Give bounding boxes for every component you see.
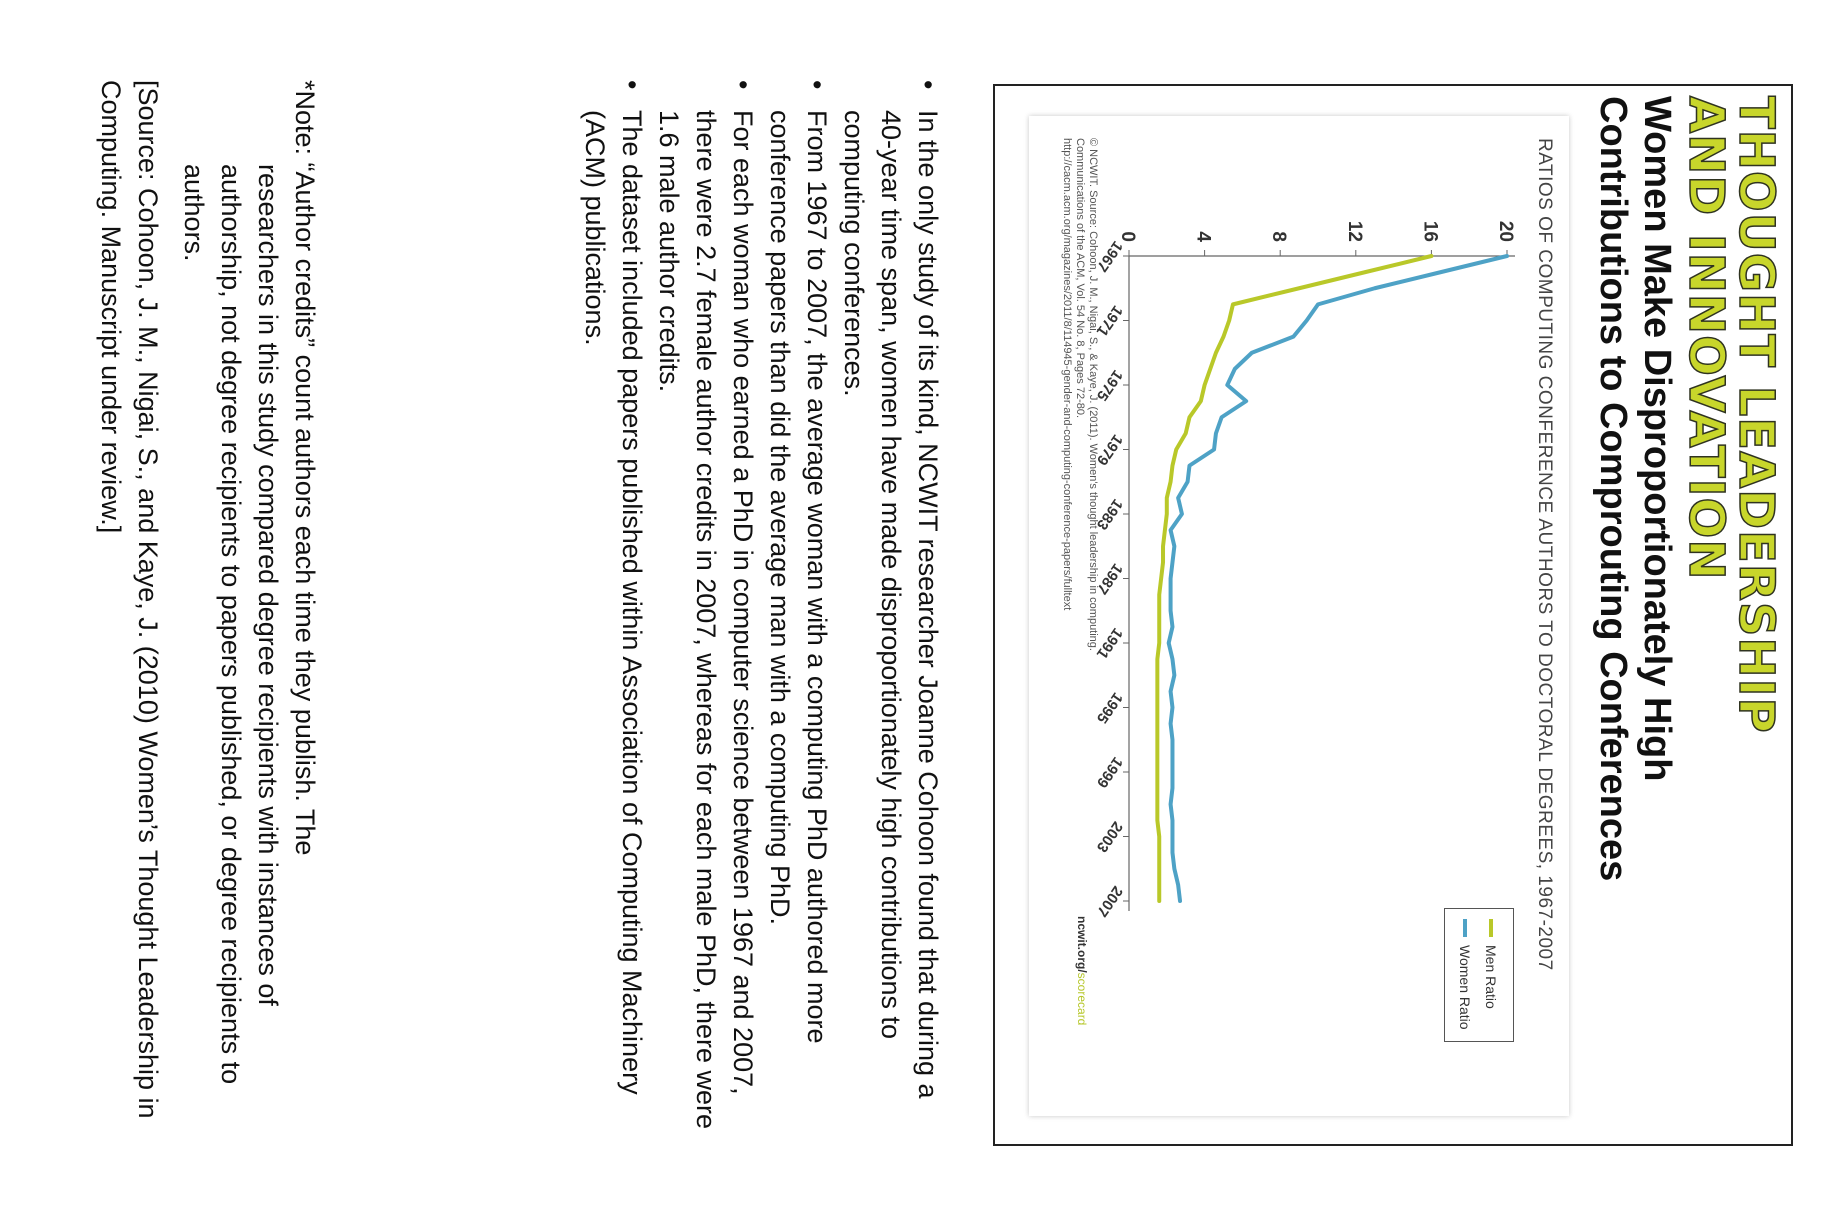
- y-tick-label: 8: [1268, 231, 1289, 242]
- author-credits-note: *Note: “Author credits” count authors ea…: [175, 80, 323, 1140]
- note-first-line: *Note: “Author credits” count authors ea…: [290, 80, 320, 856]
- chart-title: RATIOS OF COMPUTING CONFERENCE AUTHORS T…: [1534, 138, 1555, 971]
- bullet-text: From 1967 to 2007, the average woman wit…: [765, 110, 832, 1044]
- bullet-dot: •: [913, 80, 943, 90]
- ncwit-link-suffix: scorecard: [1075, 972, 1089, 1026]
- y-tick-label: 20: [1495, 221, 1516, 242]
- bullet-dot: •: [617, 80, 647, 90]
- source-note-line1: © NCWIT. Source: Cohoon, J. M., Nigai, S…: [1087, 138, 1099, 651]
- y-tick-label: 4: [1193, 231, 1214, 242]
- x-tick-label: 2007: [1093, 883, 1126, 920]
- brand-title-line2: AND INNOVATION: [1677, 95, 1735, 581]
- infographic-frame: THOUGHT LEADERSHIP AND INNOVATION Women …: [993, 84, 1793, 1146]
- source-citation: [Source: Cohoon, J. M., Nigai, S., and K…: [96, 80, 163, 1119]
- ncwit-scorecard-link[interactable]: ncwit.org/scorecard: [1075, 916, 1089, 1025]
- headline-line2: Contributions to Comprouting Conferences: [1592, 96, 1634, 882]
- legend-item-women: Women Ratio: [1455, 919, 1475, 1030]
- bullet-text: In the only study of its kind, NCWIT res…: [839, 110, 943, 1099]
- note-continuation: researchers in this study compared degre…: [179, 164, 283, 1085]
- bullet-list: • In the only study of its kind, NCWIT re…: [576, 80, 946, 1140]
- bullet-item: • From 1967 to 2007, the average woman wi…: [761, 80, 835, 1140]
- line-chart: 0 4 8 12 16 201967197119751979198319871991199…: [1093, 221, 1516, 920]
- brand-title-line1: THOUGHT LEADERSHIP: [1727, 95, 1785, 734]
- ncwit-link-prefix: ncwit.org/: [1075, 916, 1089, 973]
- y-tick-label: 0: [1117, 231, 1138, 242]
- headline-line1: Women Make Disproportionately High: [1636, 96, 1678, 782]
- bullet-text: The dataset included papers published wi…: [580, 110, 647, 1095]
- brand-title: THOUGHT LEADERSHIP AND INNOVATION: [1677, 95, 1785, 816]
- headline: Women Make Disproportionately High Contr…: [1591, 96, 1679, 996]
- legend-swatch-men: [1489, 919, 1493, 937]
- legend-label-women: Women Ratio: [1457, 945, 1473, 1030]
- bullet-dot: •: [728, 80, 758, 90]
- chart-panel: 0 4 8 12 16 20 1967 1971 1975 1979 1983 1987 1991 199…: [1029, 116, 1569, 1116]
- legend-label-men: Men Ratio: [1483, 945, 1499, 1009]
- y-tick-label: 16: [1419, 221, 1440, 242]
- bullet-dot: •: [802, 80, 832, 90]
- men-ratio-line: [1155, 254, 1434, 903]
- bullet-text: For each woman who earned a PhD in compu…: [654, 110, 758, 1130]
- y-tick-label: 12: [1344, 221, 1365, 242]
- bullet-item: • In the only study of its kind, NCWIT re…: [835, 80, 946, 1140]
- chart-legend: Men Ratio Women Ratio: [1444, 908, 1514, 1042]
- legend-swatch-women: [1463, 919, 1467, 937]
- women-ratio-line: [1166, 254, 1509, 903]
- source-note-line2: Communications of the ACM, Vol. 54 No. 8…: [1074, 138, 1086, 419]
- legend-item-men: Men Ratio: [1481, 919, 1501, 1009]
- chart-source-note: © NCWIT. Source: Cohoon, J. M., Nigai, S…: [1060, 138, 1099, 838]
- bullet-item: • The dataset included papers published w…: [576, 80, 650, 1140]
- bullet-item: • For each woman who earned a PhD in comp…: [650, 80, 761, 1140]
- source-note-line3: http://cacm.acm.org/magazines/2011/8/114…: [1061, 138, 1073, 611]
